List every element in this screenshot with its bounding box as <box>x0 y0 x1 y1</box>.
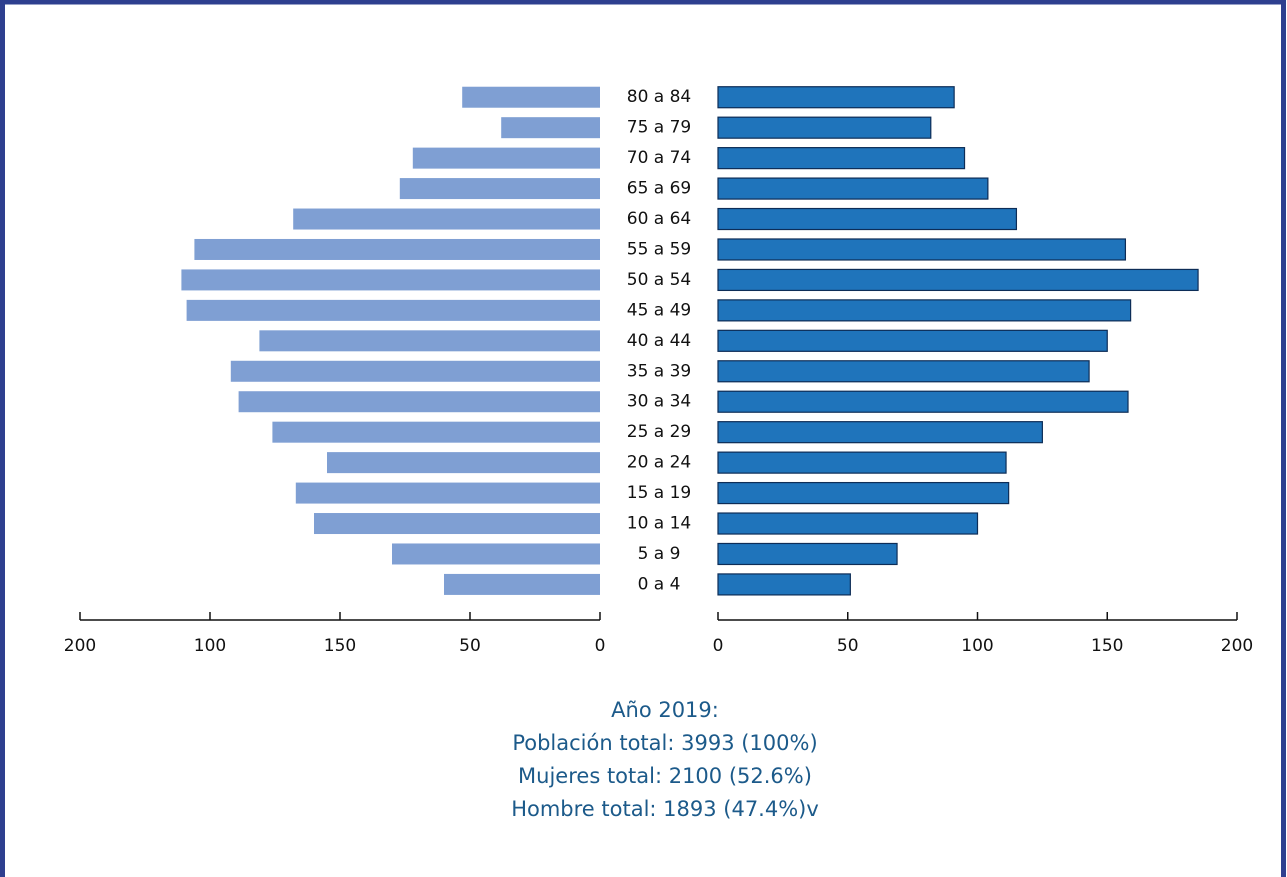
summary-line: Mujeres total: 2100 (52.6%) <box>518 764 812 788</box>
category-label: 60 a 64 <box>627 209 692 229</box>
category-label: 80 a 84 <box>627 87 692 107</box>
category-label: 0 a 4 <box>638 574 681 594</box>
bar <box>444 573 600 595</box>
x-tick-label: 150 <box>1091 636 1123 656</box>
bar <box>717 177 989 200</box>
bar <box>717 421 1043 444</box>
category-label: 35 a 39 <box>627 361 692 381</box>
bar <box>501 117 600 139</box>
bar <box>272 421 600 443</box>
bar <box>230 360 601 382</box>
bar <box>717 238 1127 261</box>
x-tick-label: 0 <box>595 636 606 656</box>
bar <box>717 360 1090 383</box>
bar <box>717 481 1010 505</box>
bar <box>314 513 600 535</box>
bar <box>717 512 979 535</box>
bar <box>412 147 600 169</box>
category-label: 70 a 74 <box>627 148 692 168</box>
bar <box>717 268 1199 292</box>
category-label: 50 a 54 <box>627 270 692 290</box>
bar <box>717 573 851 596</box>
bar <box>717 86 955 109</box>
bar <box>259 330 600 352</box>
summary-line: Año 2019: <box>611 698 719 722</box>
x-tick-label: 200 <box>64 636 96 656</box>
category-label: 75 a 79 <box>627 118 692 138</box>
bar <box>293 208 600 230</box>
bar <box>462 86 600 108</box>
x-tick-label: 100 <box>961 636 993 656</box>
category-label: 20 a 24 <box>627 453 692 473</box>
bar <box>717 299 1132 322</box>
x-tick-label: 200 <box>1221 636 1253 656</box>
bar <box>186 299 600 321</box>
bar <box>238 391 600 413</box>
bar <box>295 482 600 504</box>
category-label: 10 a 14 <box>627 514 692 534</box>
x-tick-label: 50 <box>459 636 481 656</box>
category-label: 65 a 69 <box>627 179 692 199</box>
bar <box>399 178 600 200</box>
x-tick-label: 100 <box>194 636 226 656</box>
bar <box>717 207 1018 231</box>
bar <box>717 542 898 566</box>
x-tick-label: 50 <box>837 636 859 656</box>
category-label: 40 a 44 <box>627 331 692 351</box>
category-label: 30 a 34 <box>627 392 692 412</box>
bar <box>717 116 932 139</box>
bar <box>194 238 600 260</box>
summary-line: Población total: 3993 (100%) <box>512 731 817 755</box>
bar <box>717 390 1129 413</box>
bar <box>717 329 1108 352</box>
summary-line: Hombre total: 1893 (47.4%)v <box>511 797 819 821</box>
category-label: 55 a 59 <box>627 239 692 259</box>
category-label: 45 a 49 <box>627 300 692 320</box>
category-label: 25 a 29 <box>627 422 692 442</box>
x-tick-label: 0 <box>713 636 724 656</box>
bar <box>327 452 600 474</box>
category-label: 15 a 19 <box>627 483 692 503</box>
bar <box>717 147 966 170</box>
bar <box>181 269 600 291</box>
bar <box>717 451 1007 474</box>
bar <box>392 543 600 565</box>
category-label: 5 a 9 <box>638 544 681 564</box>
x-tick-label: 150 <box>324 636 356 656</box>
